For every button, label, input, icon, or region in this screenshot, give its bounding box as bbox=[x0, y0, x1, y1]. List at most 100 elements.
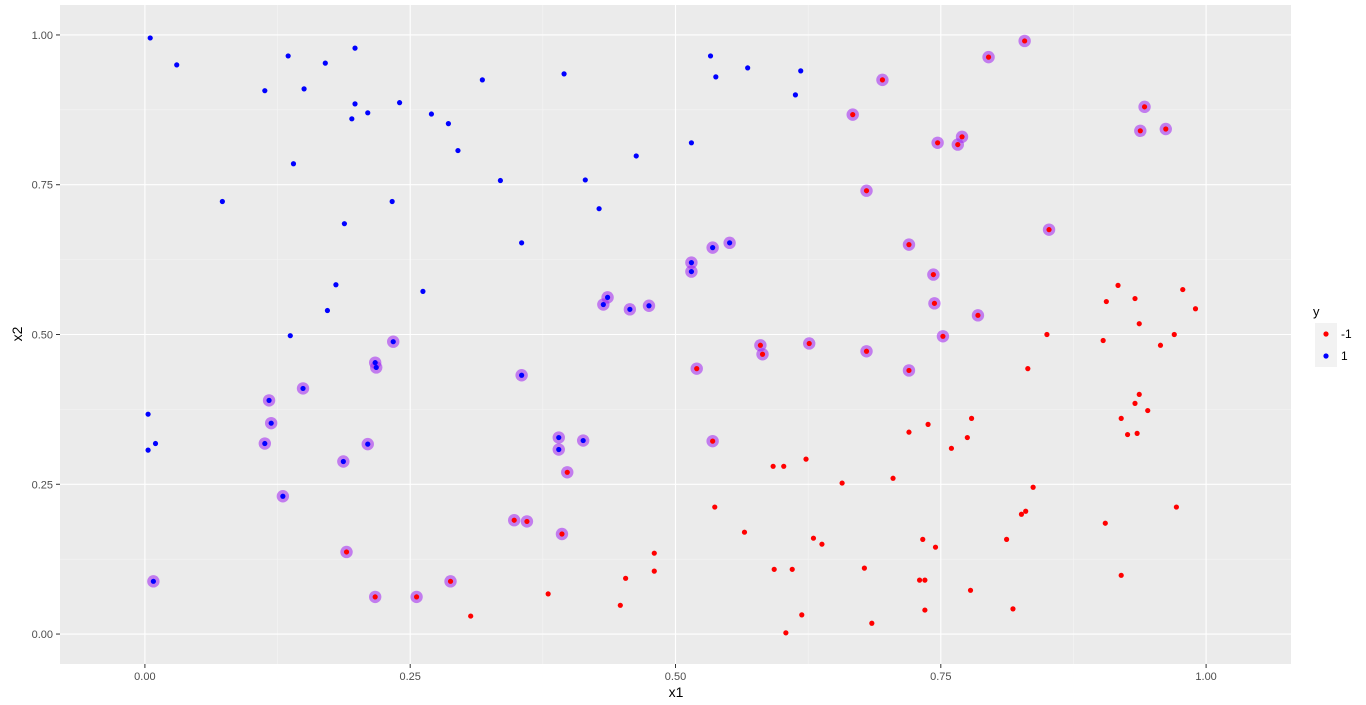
point-class-neg bbox=[932, 544, 939, 550]
point-class-neg bbox=[906, 367, 912, 374]
legend-marker-pos bbox=[1323, 353, 1329, 359]
point-class-pos bbox=[727, 240, 733, 246]
point-class-neg bbox=[559, 531, 565, 537]
point-class-neg bbox=[1141, 104, 1148, 110]
point-class-neg bbox=[922, 607, 928, 613]
point-class-neg bbox=[468, 613, 474, 619]
point-class-neg bbox=[920, 536, 926, 542]
point-class-pos bbox=[290, 161, 297, 167]
point-class-neg bbox=[1118, 572, 1124, 578]
point-class-neg bbox=[1192, 306, 1199, 312]
point-class-neg bbox=[975, 312, 981, 318]
legend-label-neg: -1 bbox=[1341, 327, 1352, 341]
point-class-neg bbox=[948, 445, 955, 451]
point-class-neg bbox=[1137, 128, 1143, 134]
point-class-pos bbox=[352, 101, 358, 107]
point-class-pos bbox=[285, 53, 291, 59]
x-tick-label: 0.50 bbox=[665, 671, 686, 683]
point-class-neg bbox=[1023, 508, 1029, 514]
point-class-pos bbox=[745, 65, 751, 71]
y-axis-title: x2 bbox=[9, 326, 25, 341]
point-class-neg bbox=[741, 529, 748, 535]
point-class-neg bbox=[651, 568, 657, 574]
point-class-pos bbox=[596, 206, 602, 212]
point-class-neg bbox=[757, 342, 763, 348]
point-class-neg bbox=[906, 242, 912, 248]
point-class-neg bbox=[863, 348, 870, 354]
point-class-pos bbox=[262, 88, 268, 94]
point-class-neg bbox=[1118, 415, 1124, 421]
point-class-pos bbox=[561, 71, 567, 77]
point-class-neg bbox=[959, 134, 965, 140]
point-class-neg bbox=[1003, 536, 1010, 542]
point-class-neg bbox=[1030, 484, 1036, 490]
point-class-pos bbox=[582, 177, 588, 183]
point-class-pos bbox=[145, 411, 151, 417]
point-class-pos bbox=[341, 221, 348, 227]
point-class-neg bbox=[930, 271, 936, 278]
point-class-neg bbox=[964, 434, 970, 441]
point-class-neg bbox=[771, 566, 777, 572]
point-class-neg bbox=[564, 469, 570, 475]
point-class-neg bbox=[1171, 331, 1177, 338]
point-class-pos bbox=[710, 245, 716, 251]
point-class-neg bbox=[906, 429, 912, 435]
point-class-pos bbox=[600, 301, 606, 308]
point-class-pos bbox=[333, 282, 339, 288]
point-class-neg bbox=[1046, 227, 1052, 233]
point-class-neg bbox=[925, 421, 931, 427]
point-class-neg bbox=[1044, 331, 1050, 338]
point-class-neg bbox=[781, 463, 787, 469]
point-class-pos bbox=[707, 53, 714, 59]
point-class-neg bbox=[710, 438, 716, 444]
point-class-neg bbox=[1018, 511, 1025, 517]
point-class-pos bbox=[262, 440, 268, 447]
point-class-pos bbox=[152, 440, 159, 447]
x-tick-label: 1.00 bbox=[1195, 671, 1216, 683]
point-class-neg bbox=[803, 456, 809, 462]
point-class-pos bbox=[390, 339, 396, 345]
point-class-pos bbox=[389, 198, 395, 205]
point-class-neg bbox=[810, 535, 817, 541]
point-class-pos bbox=[497, 177, 504, 184]
point-class-neg bbox=[1132, 400, 1138, 406]
point-class-neg bbox=[712, 504, 718, 510]
point-class-neg bbox=[799, 612, 805, 618]
point-class-neg bbox=[819, 541, 825, 547]
point-class-neg bbox=[1134, 430, 1140, 436]
point-class-pos bbox=[300, 385, 306, 392]
point-class-pos bbox=[627, 306, 633, 312]
point-class-neg bbox=[1010, 606, 1016, 612]
point-class-neg bbox=[1115, 282, 1121, 288]
point-class-neg bbox=[759, 351, 766, 357]
point-class-neg bbox=[1163, 126, 1169, 132]
point-class-pos bbox=[287, 333, 293, 339]
legend: y -1 1 bbox=[1313, 304, 1352, 367]
data-points bbox=[145, 35, 1199, 636]
point-class-neg bbox=[967, 587, 974, 593]
point-class-neg bbox=[1136, 321, 1142, 327]
point-class-pos bbox=[147, 35, 153, 41]
point-class-pos bbox=[340, 458, 346, 465]
point-class-pos bbox=[219, 198, 225, 205]
point-class-neg bbox=[940, 333, 946, 339]
point-class-neg bbox=[623, 575, 629, 581]
point-class-neg bbox=[1145, 407, 1151, 414]
point-class-neg bbox=[968, 415, 975, 421]
y-tick-label: 1.00 bbox=[32, 30, 53, 42]
point-class-neg bbox=[789, 566, 795, 572]
point-class-neg bbox=[617, 602, 623, 608]
point-class-neg bbox=[869, 620, 875, 626]
point-class-neg bbox=[545, 591, 551, 597]
point-class-neg bbox=[1157, 342, 1164, 348]
point-class-neg bbox=[1103, 298, 1109, 305]
point-class-pos bbox=[556, 446, 562, 453]
point-class-neg bbox=[922, 577, 928, 583]
point-class-neg bbox=[879, 77, 886, 83]
point-class-pos bbox=[396, 100, 403, 106]
point-class-neg bbox=[935, 140, 941, 146]
x-axis-ticks: 0.00 0.25 0.50 0.75 1.00 bbox=[134, 664, 1217, 683]
point-class-pos bbox=[349, 116, 355, 122]
point-class-neg bbox=[806, 340, 812, 347]
